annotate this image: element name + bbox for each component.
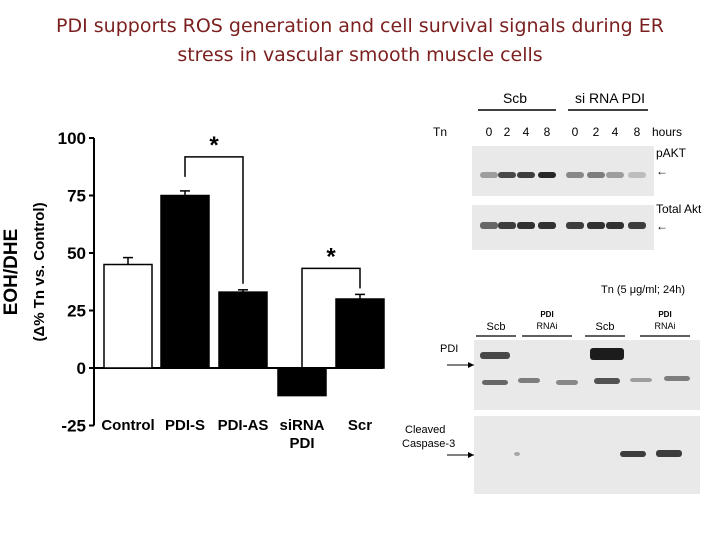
blot-top-lane-label: 8 xyxy=(634,125,641,139)
blot-top-band-total-akt xyxy=(587,222,605,229)
blot-bottom-band2-label-line2: Caspase-3 xyxy=(402,438,455,450)
blot-bottom-band xyxy=(620,451,646,457)
blot-bottom-band1-arrow-icon xyxy=(468,362,474,368)
blot-bottom-col-header: RNAi xyxy=(654,321,675,331)
blot-bottom-band xyxy=(518,378,540,383)
blot-top-panel-pakt xyxy=(472,146,654,196)
significance-star: * xyxy=(326,243,336,270)
western-blot-pdi-caspase: Tn (5 μg/ml; 24h) Scb PDI RNAi Scb PDI RNAi P… xyxy=(402,284,700,494)
x-tick-label: siRNA xyxy=(279,417,324,434)
blot-top-band-pakt xyxy=(587,172,605,178)
x-tick-label: Control xyxy=(101,417,154,434)
blot-top-band-pakt xyxy=(538,172,556,178)
blot-top-band-pakt xyxy=(480,172,498,178)
bar-4 xyxy=(335,298,385,369)
blot-bottom-condition: Tn (5 μg/ml; 24h) xyxy=(601,284,685,296)
blot-bottom-band xyxy=(514,452,520,456)
y-axis-label-main: EOH/DHE xyxy=(1,229,22,316)
blot-bottom-col-header: RNAi xyxy=(536,321,557,331)
blot-bottom-col-header: Scb xyxy=(487,321,506,333)
significance-bracket-1 xyxy=(301,267,361,382)
blot-top-band-total-akt xyxy=(517,222,535,229)
blot-bottom-col-header: PDI xyxy=(540,310,553,319)
y-tick-label: 25 xyxy=(67,302,86,321)
bar-chart: EOH/DHE (Δ% Tn vs. Control) 100 75 50 25 0 -2… xyxy=(1,129,385,452)
blot-top-row-label: Tn xyxy=(433,125,447,139)
blot-top-lane-label: 4 xyxy=(523,125,530,139)
x-tick-label: PDI-S xyxy=(165,417,205,434)
blot-top-band-pakt xyxy=(566,172,584,178)
blot-top-band-total-akt xyxy=(566,222,584,229)
blot-top-lane-label: 4 xyxy=(612,125,619,139)
bar-2 xyxy=(218,291,268,369)
blot-bottom-panel-pdi xyxy=(474,340,700,410)
slide-title-line-2: stress in vascular smooth muscle cells xyxy=(177,44,543,66)
blot-top-group-scb: Scb xyxy=(503,90,527,106)
blot-bottom-band xyxy=(656,450,682,457)
blot-top-lane-label: 0 xyxy=(486,125,493,139)
y-tick-label: 50 xyxy=(67,244,86,263)
blot-top-band-total-akt xyxy=(628,222,646,229)
blot-top-band2-arrow: ← xyxy=(656,219,668,233)
blot-top-band-total-akt xyxy=(606,222,624,229)
blot-top-band-total-akt xyxy=(498,222,516,229)
blot-top-band1-arrow: ← xyxy=(656,164,668,178)
blot-top-band-pakt xyxy=(628,172,646,178)
blot-bottom-band xyxy=(594,378,620,384)
blot-bottom-band xyxy=(590,348,624,360)
slide-title-line-1: PDI supports ROS generation and cell sur… xyxy=(56,15,664,37)
blot-bottom-band xyxy=(630,378,652,382)
blot-top-lane-label: 0 xyxy=(572,125,579,139)
blot-top-lane-label: 2 xyxy=(593,125,600,139)
slide-title: PDI supports ROS generation and cell sur… xyxy=(0,12,720,70)
blot-top-band2-label: Total Akt xyxy=(656,202,702,216)
y-tick-label: 75 xyxy=(67,187,86,206)
blot-top-group-sirna: si RNA PDI xyxy=(575,90,645,106)
blot-top-band-pakt xyxy=(517,172,535,178)
blot-bottom-band2-arrow-icon xyxy=(468,452,474,458)
bar-1 xyxy=(160,194,210,369)
blot-bottom-col-header: PDI xyxy=(658,310,671,319)
blot-bottom-band1-label: PDI xyxy=(440,343,458,355)
blot-top-band-pakt xyxy=(606,172,624,178)
y-tick-label: 100 xyxy=(58,129,86,148)
y-axis-label-sub: (Δ% Tn vs. Control) xyxy=(31,202,48,341)
significance-bracket-0 xyxy=(184,156,244,284)
x-tick-label: PDI xyxy=(289,435,314,452)
blot-bottom-band xyxy=(664,376,690,381)
blot-top-lane-label: 8 xyxy=(544,125,551,139)
blot-bottom-band xyxy=(482,380,508,385)
significance-star: * xyxy=(209,132,219,159)
blot-top-lane-label: 2 xyxy=(504,125,511,139)
blot-top-band1-label: pAKT xyxy=(656,146,687,160)
y-tick-label: -25 xyxy=(61,417,86,436)
blot-top-band-total-akt xyxy=(480,222,498,229)
x-tick-label: Scr xyxy=(348,417,372,434)
blot-top-bands xyxy=(480,172,646,229)
blot-bottom-band xyxy=(556,380,578,385)
x-tick-label: PDI-AS xyxy=(218,417,269,434)
blot-bottom-bands xyxy=(480,348,690,457)
blot-top-unit: hours xyxy=(652,125,682,139)
blot-bottom-band2-label-line1: Cleaved xyxy=(405,424,445,436)
blot-bottom-column-headers: Scb PDI RNAi Scb PDI RNAi xyxy=(476,310,690,337)
blot-bottom-band xyxy=(480,352,510,359)
bar-0 xyxy=(103,263,153,369)
blot-top-band-total-akt xyxy=(538,222,556,229)
blot-top-band-pakt xyxy=(498,172,516,178)
blot-bottom-col-header: Scb xyxy=(596,321,615,333)
y-tick-label: 0 xyxy=(77,359,86,378)
